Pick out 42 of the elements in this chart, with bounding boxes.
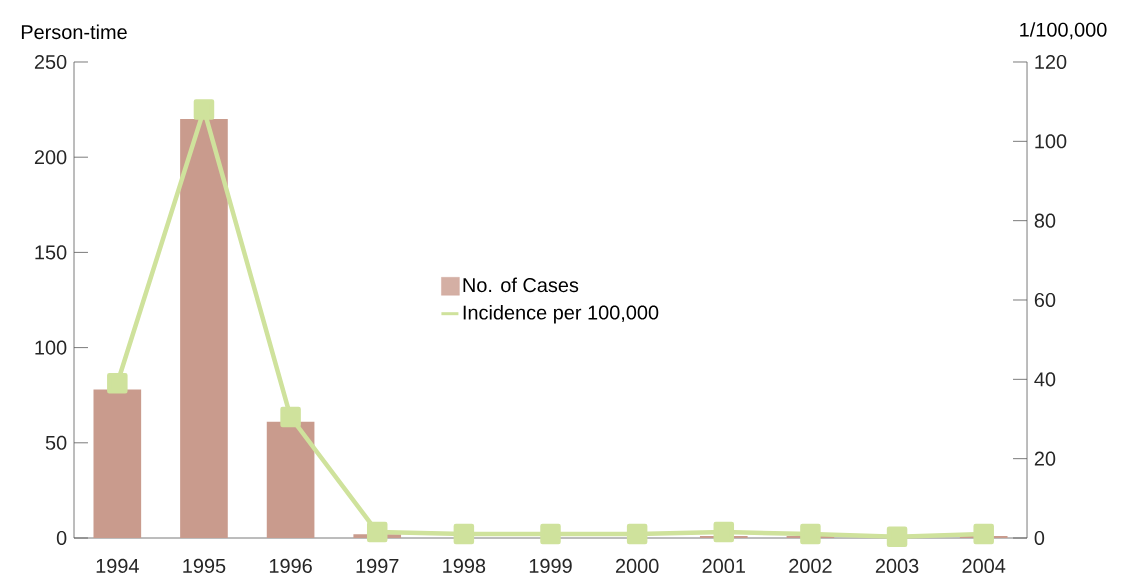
x-tick-label: 1994 <box>96 558 139 573</box>
x-tick-label: 2002 <box>789 558 832 573</box>
point <box>107 373 128 394</box>
y-tick-label: 250 <box>34 54 67 70</box>
point <box>193 99 215 120</box>
x-tick-label: 1998 <box>443 558 486 573</box>
point <box>973 523 994 545</box>
y2-tick-label: 20 <box>1034 451 1056 466</box>
bar <box>266 421 315 538</box>
y-tick-label: 100 <box>35 340 67 355</box>
x-tick-label: 1997 <box>356 558 399 573</box>
y2-tick-label: 80 <box>1034 213 1056 228</box>
y2-tick-label: 0 <box>1034 530 1045 546</box>
y2-tick-label: 60 <box>1034 292 1056 308</box>
y-tick-label: 0 <box>56 530 67 546</box>
bar <box>180 119 228 538</box>
y2-tick-label: 40 <box>1034 372 1056 387</box>
point <box>366 521 388 543</box>
bar <box>93 389 142 538</box>
y-axis-title: Person-time <box>21 24 127 40</box>
x-tick-label: 1996 <box>269 558 312 573</box>
point <box>453 523 475 545</box>
y2-tick-label: 100 <box>1035 134 1067 149</box>
x-tick-label: 2000 <box>615 558 659 573</box>
y-tick-label: 50 <box>45 435 67 450</box>
y2-axis-title: 1/100,000 <box>1020 22 1107 40</box>
point <box>800 523 821 545</box>
y-tick-label: 150 <box>35 245 67 260</box>
legend-label: No. of Cases <box>463 277 579 293</box>
legend-label: Incidence per 100,000 <box>463 304 659 324</box>
point <box>540 523 561 545</box>
x-tick-label: 2004 <box>962 558 1006 573</box>
point <box>280 406 301 428</box>
x-tick-label: 1999 <box>529 558 572 573</box>
point <box>626 523 648 545</box>
y-tick-label: 200 <box>34 150 67 165</box>
y2-tick-label: 120 <box>1035 54 1067 70</box>
point <box>713 521 735 543</box>
point <box>886 526 908 548</box>
x-tick-label: 2001 <box>702 558 745 573</box>
x-tick-label: 1995 <box>183 558 226 573</box>
x-tick-label: 2003 <box>875 558 919 573</box>
